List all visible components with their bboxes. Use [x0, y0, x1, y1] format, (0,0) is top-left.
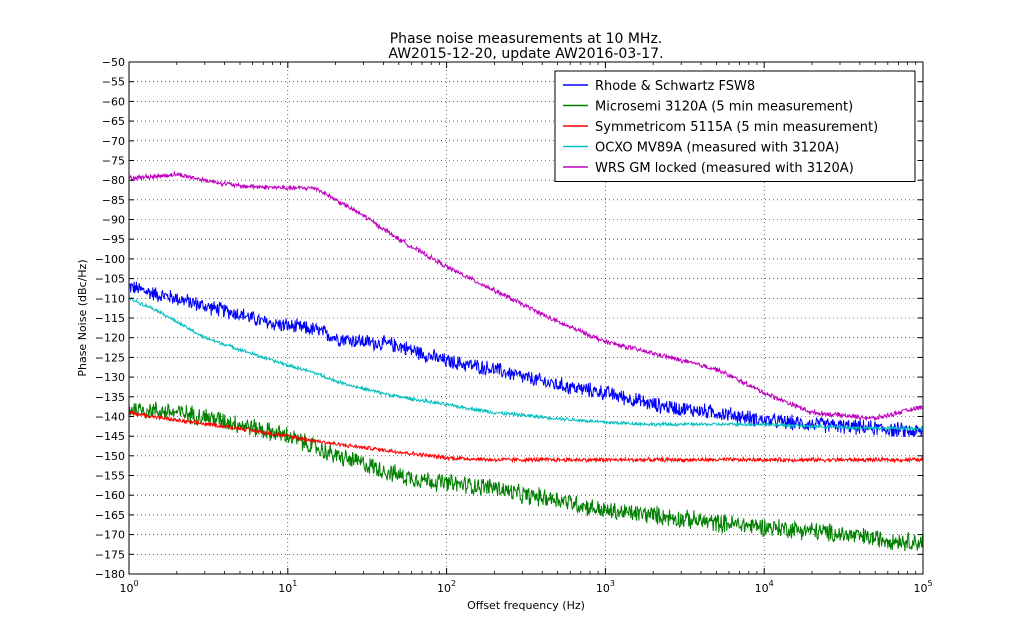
y-tick-label: −140	[95, 411, 125, 424]
y-tick-label: −125	[95, 351, 125, 364]
y-tick-label: −160	[95, 489, 125, 502]
y-tick-label: −70	[102, 135, 125, 148]
x-axis-label: Offset frequency (Hz)	[467, 599, 585, 612]
y-tick-label: −85	[102, 194, 125, 207]
y-tick-label: −115	[95, 312, 125, 325]
grid	[129, 62, 923, 574]
legend-label: Microsemi 3120A (5 min measurement)	[595, 100, 853, 115]
y-axis-label: Phase Noise (dBc/Hz)	[76, 259, 89, 376]
y-tick-label: −120	[95, 332, 125, 345]
series-line	[128, 170, 924, 422]
y-tick-label: −75	[102, 155, 125, 168]
y-tick-label: −105	[95, 273, 125, 286]
y-tick-label: −145	[95, 430, 125, 443]
y-tick-label: −165	[95, 509, 125, 522]
chart-subtitle: AW2015-12-20, update AW2016-03-17.	[388, 46, 663, 62]
y-tick-label: −95	[102, 233, 125, 246]
x-tick-label: 102	[437, 579, 456, 595]
y-tick-label: −55	[102, 76, 125, 89]
y-tick-label: −180	[95, 568, 125, 581]
y-tick-label: −60	[102, 95, 125, 108]
series-line	[128, 401, 924, 552]
legend-label: Rhode & Schwartz FSW8	[595, 79, 755, 94]
y-tick-label: −90	[102, 214, 125, 227]
y-tick-label: −135	[95, 391, 125, 404]
legend-label: OCXO MV89A (measured with 3120A)	[595, 141, 839, 156]
y-tick-label: −110	[95, 292, 125, 305]
y-tick-label: −175	[95, 548, 125, 561]
y-tick-label: −155	[95, 470, 125, 483]
legend-label: Symmetricom 5115A (5 min measurement)	[595, 120, 878, 135]
y-tick-label: −170	[95, 529, 125, 542]
x-tick-label: 104	[755, 579, 774, 595]
x-tick-label: 105	[913, 579, 932, 595]
x-tick-label: 100	[119, 579, 138, 595]
legend-label: WRS GM locked (measured with 3120A)	[595, 161, 854, 176]
y-tick-label: −50	[102, 56, 125, 69]
y-tick-label: −130	[95, 371, 125, 384]
y-tick-label: −65	[102, 115, 125, 128]
series-line	[128, 297, 924, 432]
y-tick-label: −80	[102, 174, 125, 187]
y-tick-label: −100	[95, 253, 125, 266]
series-layer	[128, 170, 924, 552]
x-tick-label: 103	[596, 579, 615, 595]
chart-title: Phase noise measurements at 10 MHz.	[390, 31, 663, 47]
x-tick-label: 101	[278, 579, 297, 595]
legend: Rhode & Schwartz FSW8 Microsemi 3120A (5 …	[554, 70, 916, 182]
legend-box	[554, 70, 916, 182]
series-line	[128, 409, 924, 464]
y-tick-label: −150	[95, 450, 125, 463]
